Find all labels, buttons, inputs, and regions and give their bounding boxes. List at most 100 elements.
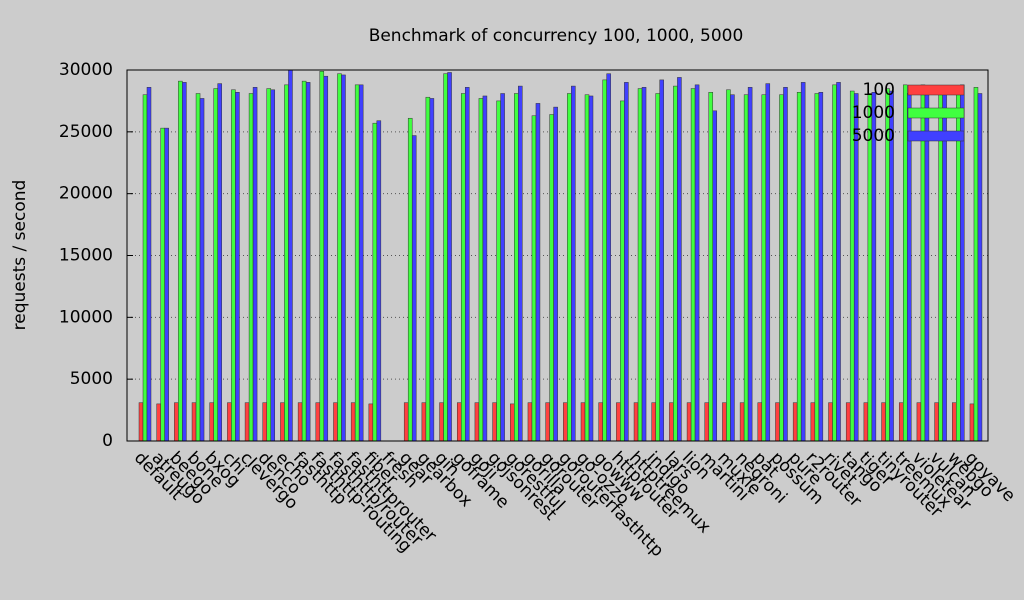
bar bbox=[403, 402, 409, 442]
bar bbox=[407, 117, 413, 442]
bar bbox=[146, 87, 152, 442]
bar bbox=[138, 402, 144, 442]
bar bbox=[350, 402, 356, 442]
bar bbox=[252, 87, 258, 442]
bar bbox=[527, 402, 533, 442]
legend-swatch bbox=[907, 84, 965, 96]
bar bbox=[284, 84, 289, 442]
bar bbox=[765, 83, 771, 442]
bar bbox=[969, 403, 975, 442]
bar bbox=[354, 84, 360, 442]
legend-label: 1000 bbox=[852, 103, 895, 123]
bar bbox=[156, 403, 161, 442]
bar bbox=[421, 402, 427, 442]
bar bbox=[606, 73, 611, 442]
bar bbox=[924, 88, 930, 442]
bar bbox=[934, 402, 939, 442]
bar bbox=[845, 402, 851, 442]
bar bbox=[602, 79, 607, 442]
bar bbox=[637, 88, 643, 442]
bar bbox=[460, 93, 466, 442]
bar bbox=[956, 88, 961, 442]
bar bbox=[567, 93, 572, 442]
bar bbox=[337, 73, 342, 442]
bar bbox=[730, 94, 735, 442]
bar bbox=[447, 72, 452, 442]
bar bbox=[743, 94, 749, 442]
bar bbox=[641, 87, 647, 442]
y-tick-label: 25000 bbox=[59, 122, 113, 142]
y-axis-label: requests / second bbox=[10, 180, 30, 331]
bar bbox=[456, 402, 462, 442]
bar bbox=[651, 402, 656, 442]
y-tick-label: 15000 bbox=[59, 246, 113, 266]
bar bbox=[694, 84, 700, 442]
bar bbox=[492, 402, 497, 442]
bar bbox=[248, 93, 254, 442]
bar bbox=[178, 80, 183, 442]
bar bbox=[800, 82, 806, 442]
bar bbox=[429, 98, 435, 442]
bar bbox=[549, 114, 554, 442]
y-tick-label: 30000 bbox=[59, 60, 113, 80]
bar bbox=[677, 77, 682, 442]
bar bbox=[514, 93, 519, 442]
bar bbox=[588, 95, 594, 442]
bar bbox=[182, 82, 187, 442]
bar bbox=[659, 79, 664, 442]
bar bbox=[174, 402, 179, 442]
y-tick-label: 10000 bbox=[59, 307, 113, 327]
bar bbox=[227, 402, 232, 442]
bar bbox=[898, 402, 904, 442]
bar bbox=[686, 402, 692, 442]
bar bbox=[916, 402, 922, 442]
bar bbox=[863, 402, 869, 442]
bar bbox=[443, 73, 448, 442]
bar bbox=[836, 82, 841, 442]
bar bbox=[319, 70, 325, 442]
bar bbox=[881, 402, 886, 442]
bar bbox=[796, 92, 802, 442]
bar bbox=[779, 94, 784, 442]
bar bbox=[726, 89, 731, 442]
chart-title: Benchmark of concurrency 100, 1000, 5000 bbox=[369, 26, 744, 46]
bar bbox=[195, 93, 201, 442]
bar bbox=[792, 402, 798, 442]
bar bbox=[633, 402, 639, 442]
legend-label: 5000 bbox=[852, 126, 895, 146]
bar bbox=[535, 103, 541, 442]
bar bbox=[704, 402, 710, 442]
bar bbox=[818, 92, 824, 442]
bar bbox=[164, 127, 169, 442]
bar bbox=[280, 402, 285, 442]
bar bbox=[376, 120, 382, 442]
bar bbox=[464, 87, 470, 442]
bar bbox=[439, 402, 444, 442]
plot-frame bbox=[126, 69, 989, 442]
bar bbox=[531, 115, 537, 442]
bar bbox=[739, 402, 745, 442]
bar bbox=[262, 402, 268, 442]
bar bbox=[368, 403, 374, 442]
bar bbox=[500, 93, 505, 442]
bar bbox=[708, 92, 714, 442]
bar bbox=[478, 98, 484, 442]
bar bbox=[142, 94, 148, 442]
y-tick-label: 20000 bbox=[59, 184, 113, 204]
bar bbox=[712, 110, 718, 442]
bar bbox=[580, 402, 586, 442]
legend-swatch bbox=[907, 107, 965, 119]
bar bbox=[545, 402, 550, 442]
bar bbox=[832, 84, 837, 442]
bar bbox=[297, 402, 303, 442]
y-tick-label: 0 bbox=[102, 431, 113, 451]
legend-swatch bbox=[907, 130, 965, 142]
bar bbox=[315, 402, 321, 442]
bar bbox=[902, 84, 908, 442]
bar bbox=[977, 93, 983, 442]
bar bbox=[673, 85, 678, 442]
bar bbox=[690, 88, 696, 442]
bar bbox=[425, 96, 431, 442]
bar bbox=[231, 89, 236, 442]
